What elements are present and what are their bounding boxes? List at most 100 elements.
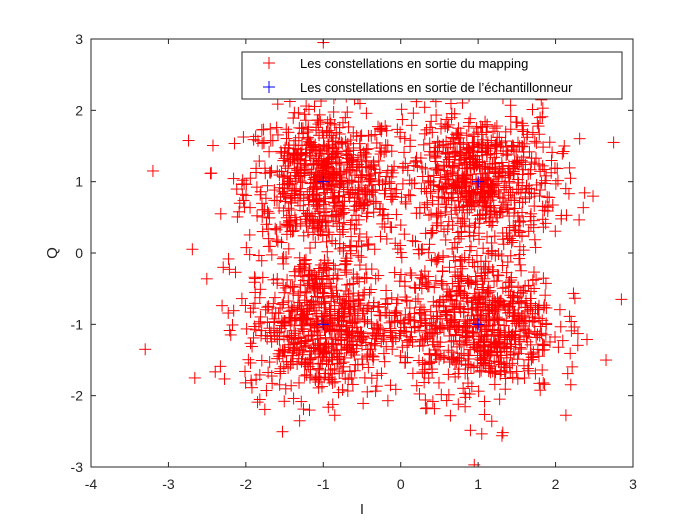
mapping-point (412, 354, 425, 367)
mapping-point (415, 182, 428, 195)
mapping-point (261, 332, 274, 345)
mapping-point (526, 126, 539, 139)
mapping-point (530, 273, 543, 286)
mapping-point (297, 204, 310, 217)
mapping-point (327, 344, 340, 357)
mapping-point (492, 187, 505, 200)
mapping-point (455, 354, 468, 367)
mapping-point (218, 372, 231, 385)
mapping-point (503, 359, 516, 372)
mapping-point (397, 160, 410, 173)
mapping-point (282, 295, 295, 308)
mapping-point (417, 303, 430, 316)
mapping-point (353, 227, 366, 240)
mapping-point (369, 385, 382, 398)
mapping-point (434, 122, 447, 135)
mapping-point (312, 381, 325, 394)
mapping-point (483, 215, 496, 228)
mapping-point (563, 310, 576, 323)
legend-label-sampler: Les constellations en sortie de l’échant… (300, 80, 573, 95)
mapping-point (437, 160, 450, 173)
mapping-point (373, 309, 386, 322)
mapping-point (504, 110, 517, 123)
mapping-point (300, 334, 313, 347)
mapping-point (461, 273, 474, 286)
legend-label-mapping: Les constellations en sortie du mapping (300, 56, 528, 71)
mapping-point (287, 112, 300, 125)
mapping-point (303, 404, 316, 417)
mapping-point (427, 312, 440, 325)
mapping-point (276, 317, 289, 330)
legend-marker-sampler (263, 81, 275, 93)
mapping-point (428, 281, 441, 294)
mapping-point (514, 258, 527, 271)
mapping-point (311, 221, 324, 234)
mapping-point (399, 157, 412, 170)
mapping-point (331, 343, 344, 356)
mapping-point (473, 365, 486, 378)
mapping-point (321, 124, 334, 137)
mapping-point (313, 108, 326, 121)
mapping-point (360, 231, 373, 244)
mapping-point (248, 271, 261, 284)
mapping-point (441, 146, 454, 159)
mapping-point (512, 176, 525, 189)
x-tick-label: -4 (85, 476, 98, 492)
x-axis-label: I (360, 501, 364, 518)
mapping-point (425, 208, 438, 221)
mapping-point (427, 295, 440, 308)
mapping-point (345, 346, 358, 359)
y-tick-label: -3 (71, 459, 84, 475)
mapping-point (505, 280, 518, 293)
mapping-point (528, 200, 541, 213)
mapping-point (439, 306, 452, 319)
mapping-point (456, 326, 469, 339)
mapping-point (274, 145, 287, 158)
mapping-point (365, 283, 378, 296)
x-axis-ticks: -4 -3 -2 -1 0 1 2 3 (85, 39, 637, 492)
mapping-point (504, 99, 517, 112)
mapping-point (444, 409, 457, 422)
mapping-point (435, 388, 448, 401)
mapping-point (355, 251, 368, 264)
mapping-point (300, 313, 313, 326)
mapping-point (313, 129, 326, 142)
mapping-point (478, 320, 491, 333)
mapping-point (437, 299, 450, 312)
mapping-point (532, 120, 545, 133)
mapping-point (433, 179, 446, 192)
mapping-point (253, 393, 266, 406)
mapping-point (455, 253, 468, 266)
mapping-point (378, 221, 391, 234)
mapping-point (358, 286, 371, 299)
mapping-point (390, 208, 403, 221)
mapping-point (453, 301, 466, 314)
mapping-point (300, 368, 313, 381)
mapping-point (425, 254, 438, 267)
mapping-point (314, 223, 327, 236)
mapping-point (522, 353, 535, 366)
mapping-point (405, 119, 418, 132)
mapping-point (527, 315, 540, 328)
mapping-point (518, 137, 531, 150)
mapping-point (557, 145, 570, 158)
mapping-point (481, 136, 494, 149)
mapping-point (534, 384, 547, 397)
mapping-point (516, 168, 529, 181)
mapping-point (518, 359, 531, 372)
mapping-point (305, 345, 318, 358)
mapping-point (222, 252, 235, 265)
legend-marker-mapping (263, 57, 275, 69)
mapping-point (503, 221, 516, 234)
mapping-point (504, 349, 517, 362)
mapping-point (380, 232, 393, 245)
mapping-point (268, 184, 281, 197)
mapping-point (486, 190, 499, 203)
mapping-point (463, 226, 476, 239)
mapping-point (444, 97, 457, 110)
mapping-point (536, 200, 549, 213)
y-tick-label: 2 (75, 102, 83, 118)
mapping-point (361, 142, 374, 155)
mapping-point (360, 351, 373, 364)
mapping-point (522, 279, 535, 292)
